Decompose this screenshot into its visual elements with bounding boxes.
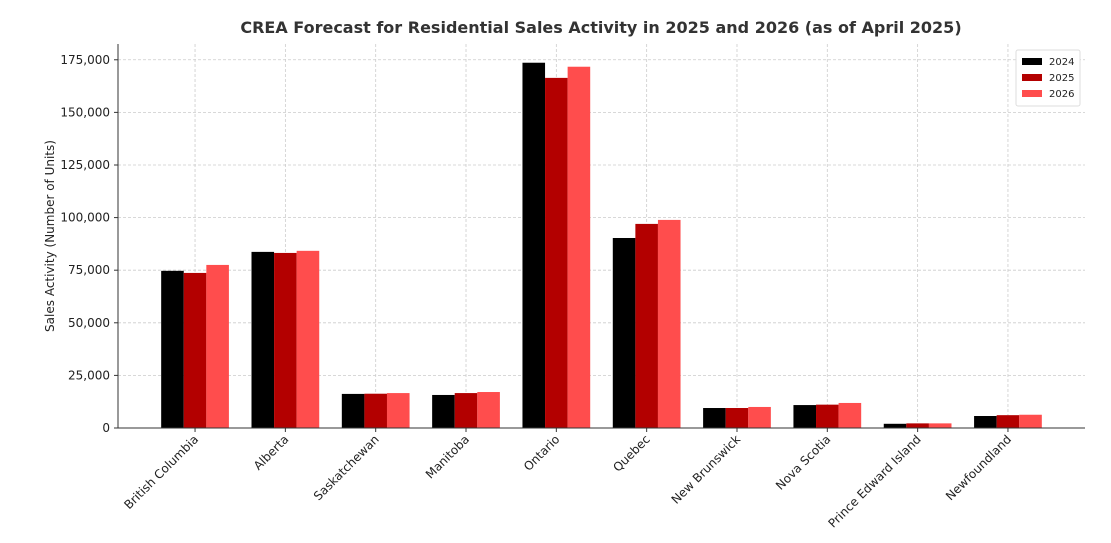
bar [274,252,297,428]
bar [1019,414,1042,428]
bar [251,251,275,428]
y-tick-label: 100,000 [60,211,110,225]
x-tick-label: Saskatchewan [311,432,382,503]
bar [612,237,636,428]
bar [748,406,771,428]
bar [454,393,478,428]
x-tick-label: British Columbia [121,432,201,512]
bar [567,66,591,429]
bar [545,77,568,429]
y-tick-label: 175,000 [60,53,110,67]
bar [703,408,726,428]
bar [364,393,387,428]
x-tick-label: Manitoba [423,432,472,481]
bar [793,405,817,428]
bar [883,423,907,428]
bar [906,423,929,428]
x-tick-label: Prince Edward Island [826,432,924,530]
y-tick-label: 0 [102,421,110,435]
legend-swatch [1022,74,1042,81]
x-tick-label: Ontario [521,432,563,474]
bar [432,394,455,428]
y-axis-label: Sales Activity (Number of Units) [43,140,57,332]
legend-label: 2024 [1049,57,1074,68]
legend-swatch [1022,90,1042,97]
y-tick-label: 75,000 [68,263,110,277]
bar [928,423,952,428]
bar [635,223,658,428]
y-tick-label: 50,000 [68,316,110,330]
x-tick-label: Nova Scotia [773,432,833,492]
bar [183,272,207,428]
y-tick-label: 125,000 [60,158,110,172]
legend-label: 2026 [1049,89,1074,100]
legend-label: 2025 [1049,73,1074,84]
y-tick-label: 150,000 [60,105,110,119]
bar [296,250,320,428]
bar [816,404,839,428]
bar [974,416,997,428]
y-tick-label: 25,000 [68,368,110,382]
x-tick-label: Quebec [610,432,652,474]
bar [386,393,410,428]
bar [161,270,184,428]
bar [206,264,229,428]
bar [657,219,681,428]
x-tick-label: Alberta [251,432,292,473]
bar [996,415,1020,428]
bar [522,62,546,429]
bar [725,408,749,428]
legend-swatch [1022,58,1042,65]
chart-title: CREA Forecast for Residential Sales Acti… [240,18,961,37]
x-tick-label: Newfoundland [943,432,1014,503]
bar [341,393,365,428]
x-tick-label: New Brunswick [669,432,744,507]
bar [477,392,500,428]
bar [838,402,862,428]
